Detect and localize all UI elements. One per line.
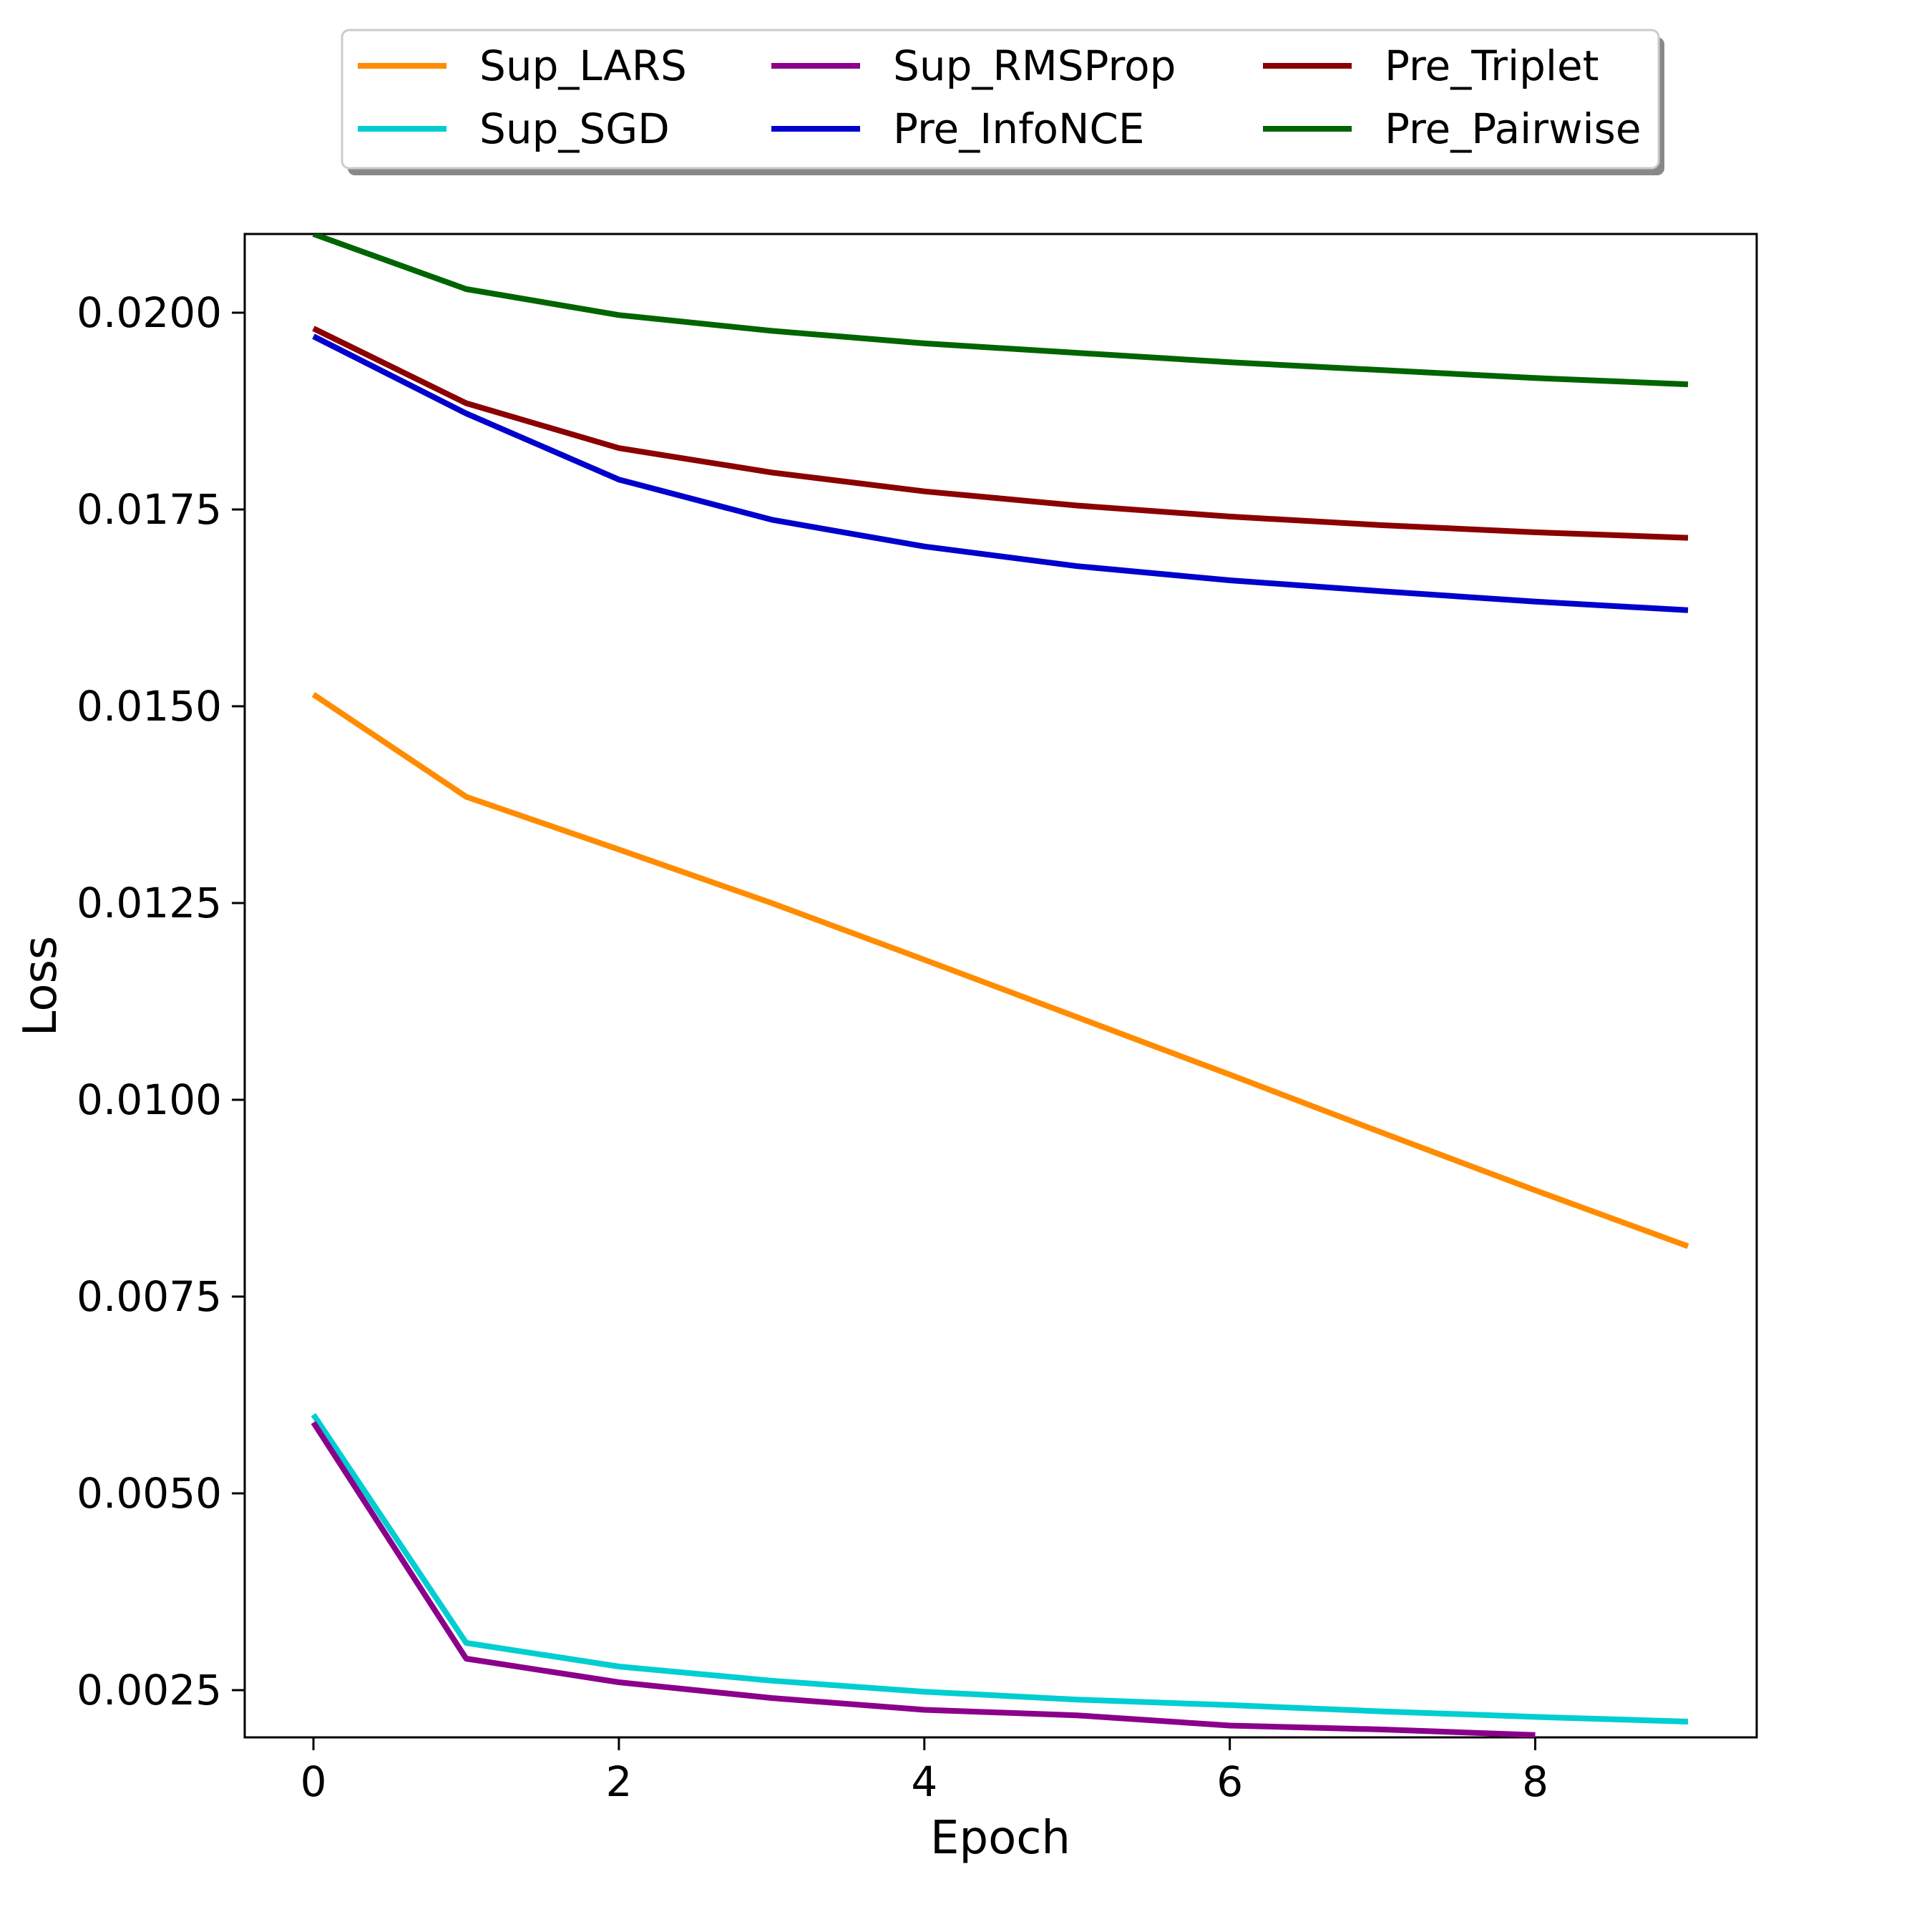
series-line-pre-pairwise [312, 234, 1689, 388]
legend-label-5: Pre_Pairwise [1385, 104, 1641, 153]
series-line-pre-triplet [312, 326, 1689, 541]
x-tick-label-0: 0 [301, 1757, 327, 1806]
x-axis: 0 2 4 6 8 [301, 1737, 1548, 1806]
y-tick-label-7: 0.0200 [77, 288, 222, 337]
legend: Sup_LARS Sup_SGD Sup_RMSProp Pre_InfoNCE Pre… [341, 29, 1664, 175]
x-axis-label: Epoch [930, 1812, 1070, 1865]
x-tick-label-4: 8 [1522, 1757, 1548, 1806]
legend-label-3: Pre_InfoNCE [893, 104, 1145, 153]
x-tick-label-1: 2 [605, 1757, 632, 1806]
series-line-pre-infonce [312, 333, 1689, 613]
series-lines [311, 234, 1689, 1737]
legend-label-2: Sup_RMSProp [893, 42, 1176, 90]
y-tick-label-3: 0.0100 [77, 1075, 222, 1124]
plot-area [243, 233, 1758, 1739]
y-tick-label-0: 0.0025 [77, 1666, 222, 1714]
legend-label-4: Pre_Triplet [1385, 42, 1599, 90]
y-tick-label-1: 0.0050 [77, 1469, 222, 1518]
y-tick-label-6: 0.0175 [77, 485, 222, 534]
series-line-sup-rmsprop [311, 1420, 1536, 1737]
y-axis-label: Loss [14, 936, 67, 1036]
x-tick-label-2: 4 [911, 1757, 937, 1806]
series-line-sup-sgd [311, 1413, 1689, 1724]
legend-entries: Sup_LARS Sup_SGD Sup_RMSProp Pre_InfoNCE Pre… [358, 42, 1641, 153]
series-line-sup-lars [311, 692, 1689, 1249]
legend-label-0: Sup_LARS [479, 42, 687, 90]
y-tick-label-4: 0.0125 [77, 879, 222, 927]
legend-label-1: Sup_SGD [479, 104, 670, 153]
y-tick-label-5: 0.0150 [77, 682, 222, 731]
y-axis: 0.0025 0.0050 0.0075 0.0100 0.0125 0.0150 0.01… [77, 288, 245, 1714]
x-tick-label-3: 6 [1216, 1757, 1243, 1806]
y-tick-label-2: 0.0075 [77, 1272, 222, 1321]
